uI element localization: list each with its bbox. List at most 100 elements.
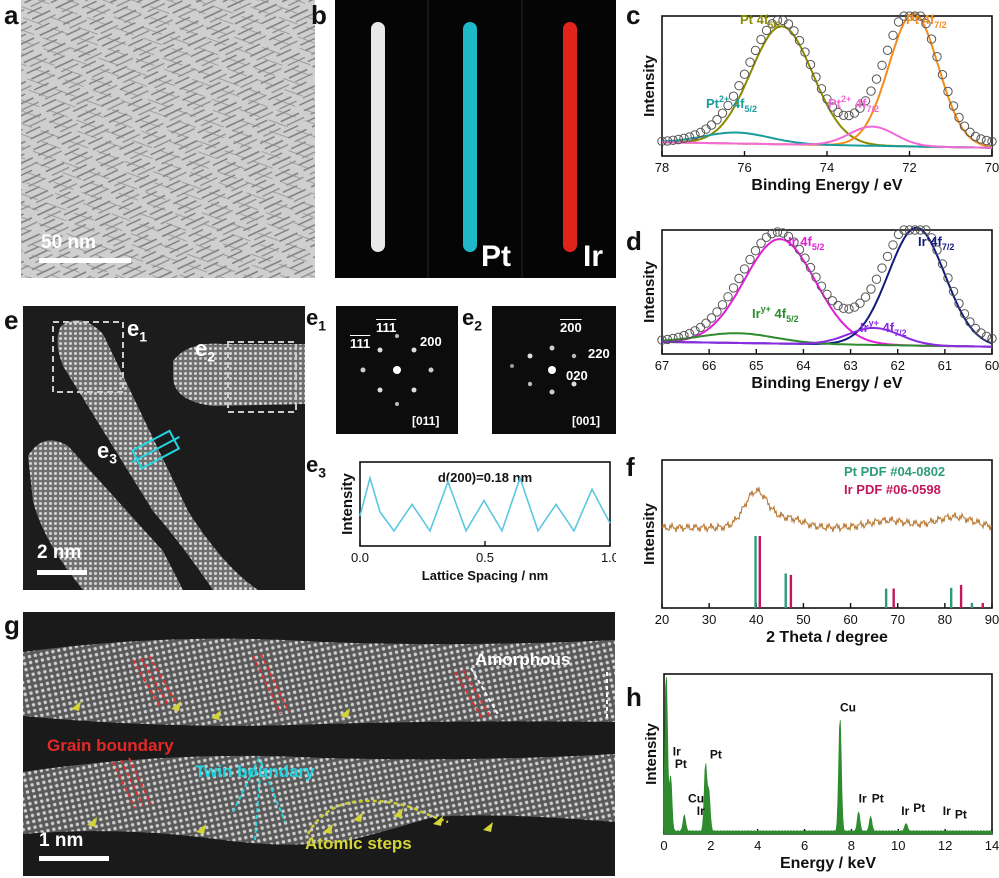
data-point	[816, 281, 827, 291]
data-point	[932, 52, 942, 62]
data-point	[915, 225, 926, 235]
data-point	[772, 227, 783, 237]
peak-label: Iry+ 4f7/2	[860, 318, 907, 338]
panel-label-c: c	[626, 0, 641, 30]
data-point	[794, 244, 805, 255]
fft-spot-label: 111	[376, 320, 397, 335]
roi-label-e1: e1	[127, 316, 148, 345]
panel-label-d: d	[626, 226, 642, 256]
data-point	[690, 326, 700, 336]
x-tick-label: 60	[843, 612, 857, 627]
eds-map-b: Pt Ir	[335, 0, 616, 278]
x-tick-label: 65	[749, 358, 763, 373]
x-tick-label: 64	[796, 358, 810, 373]
x-tick-label: 61	[938, 358, 952, 373]
data-point	[948, 101, 959, 111]
data-point	[915, 11, 926, 21]
fft-spot-label: 200	[560, 320, 582, 335]
data-point	[734, 81, 744, 91]
fft-spots-e1	[360, 334, 434, 406]
data-point	[827, 102, 838, 112]
panel-label-a: a	[4, 0, 19, 30]
pt-map-wire	[463, 22, 477, 252]
element-label: Pt	[675, 757, 687, 771]
data-point	[882, 251, 893, 262]
data-point	[937, 70, 948, 80]
eds-wires	[371, 0, 577, 278]
element-label: Pt	[955, 807, 967, 821]
y-axis-label: Intensity	[641, 261, 658, 323]
data-point	[871, 74, 882, 84]
data-point	[833, 107, 843, 118]
data-point	[921, 19, 931, 29]
element-label: Cu	[840, 701, 856, 715]
data-point	[954, 298, 964, 309]
data-point	[943, 273, 953, 283]
reference-bar	[789, 574, 793, 608]
data-point	[910, 11, 920, 21]
reference-bar	[949, 587, 953, 608]
panel-label-e3: e3	[306, 452, 327, 481]
data-point	[750, 45, 761, 56]
data-point	[800, 253, 810, 263]
element-label: Ir	[943, 804, 951, 818]
data-point	[723, 100, 733, 111]
data-point	[712, 115, 722, 125]
xrd-pattern	[661, 486, 993, 534]
data-point	[959, 121, 970, 131]
legend-entry: Pt PDF #04-0802	[844, 464, 945, 479]
nanowire-texture	[21, 0, 315, 278]
data-point	[717, 108, 728, 118]
ir-map-wire	[563, 22, 577, 252]
data-point	[668, 135, 678, 146]
zone-axis-label: [001]	[572, 414, 601, 428]
panel-label-f: f	[626, 452, 635, 482]
roi-label-e2: e2	[195, 336, 216, 365]
fit-curve	[662, 12, 993, 148]
data-point	[866, 86, 876, 96]
peak-label: Iry+ 4f5/2	[752, 304, 799, 324]
fft-spots-e2	[510, 345, 577, 395]
data-point	[734, 273, 744, 284]
data-point	[662, 334, 673, 345]
tem-image-a: 50 nm	[21, 0, 315, 278]
fft-spot-label: 200	[420, 334, 442, 349]
reference-bar	[784, 573, 787, 608]
data-point	[849, 108, 860, 118]
x-tick-label: 80	[938, 612, 952, 627]
data-point	[838, 110, 849, 121]
data-point	[679, 133, 689, 144]
haadf-lattice-g	[23, 638, 615, 861]
amorphous-label: Amorphous	[475, 650, 571, 669]
data-point	[899, 11, 909, 21]
data-point	[712, 307, 722, 317]
x-tick-label: 50	[796, 612, 810, 627]
x-tick-label: 4	[754, 838, 761, 853]
data-point	[778, 228, 788, 238]
data-point	[745, 254, 755, 265]
data-point	[904, 11, 915, 21]
data-point	[877, 60, 887, 71]
data-point	[844, 304, 854, 314]
x-tick-label: 20	[655, 612, 669, 627]
element-label: Ir	[859, 792, 867, 806]
data-point	[662, 136, 673, 146]
eds-spectrum	[663, 677, 993, 835]
data-point	[965, 127, 975, 138]
data-point	[822, 289, 832, 300]
element-label: Pt	[872, 792, 884, 806]
haadf-wires	[28, 320, 305, 590]
data-point	[981, 135, 992, 146]
x-tick-label: 30	[702, 612, 716, 627]
data-point	[987, 136, 997, 147]
element-label: Ir	[697, 804, 705, 818]
data-point	[855, 103, 865, 113]
reference-bar	[758, 536, 761, 608]
x-tick-label: 60	[985, 358, 999, 373]
reference-bar	[959, 584, 963, 608]
fit-curve	[662, 125, 993, 149]
element-label: Ir	[673, 745, 681, 759]
data-point	[833, 300, 843, 311]
twin-boundary-label: Twin boundary	[195, 762, 315, 781]
data-point	[706, 313, 717, 323]
